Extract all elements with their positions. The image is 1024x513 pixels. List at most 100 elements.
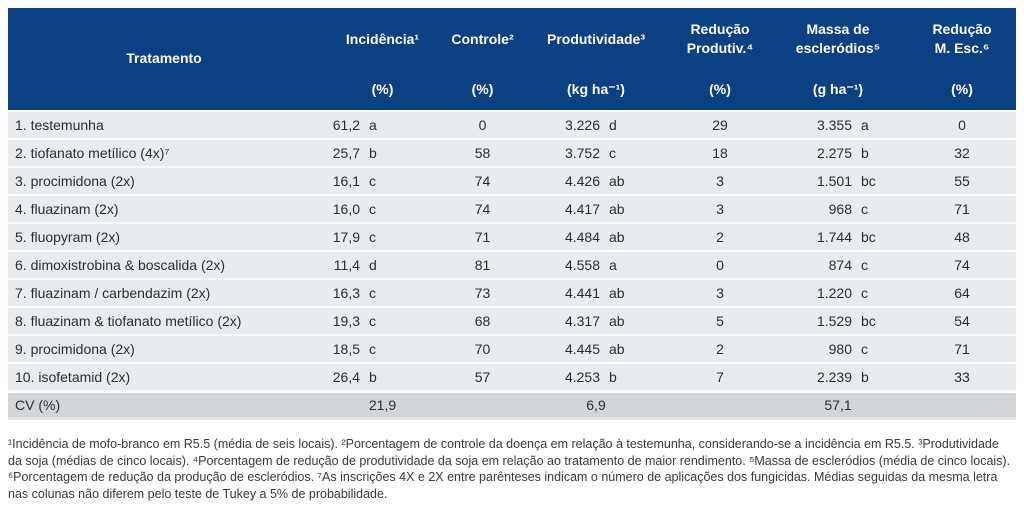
produtividade-cell: 3.752 c [520,145,672,161]
controle-value: 71 [474,229,491,245]
massa-value: 874 [828,257,852,273]
incidencia-value: 11,4 [333,257,360,273]
produtividade-letter: ab [609,229,625,245]
reducao-produtiv-value: 2 [716,229,724,245]
results-table: Tratamento Incidência¹ (%) Controle² (%)… [8,8,1016,420]
cv-row: CV (%) 21,9 6,9 57,1 [8,392,1016,420]
incidencia-value: 17,9 [332,229,360,245]
treatment-name: 6. dimoxistrobina & boscalida (2x) [15,257,226,273]
incidencia-cell: 16,3 c [320,285,445,301]
massa-letter: bc [861,229,876,245]
table-row: 3. procimidona (2x) 16,1 c 74 4.426 ab 3… [8,168,1016,196]
cv-incidencia: 21,9 [368,397,397,413]
produtividade-letter: ab [609,313,625,329]
massa-cell: 968 c [768,201,908,217]
reducao-mesc-value: 33 [954,369,970,385]
produtividade-letter: ab [609,341,625,357]
incidencia-value: 19,3 [332,313,360,329]
massa-value: 1.529 [816,313,852,329]
incidencia-value: 16,3 [332,285,360,301]
massa-letter: b [861,145,869,161]
produtividade-letter: b [609,369,617,385]
incidencia-cell: 61,2 a [320,117,445,133]
massa-letter: bc [861,173,876,189]
header-reducao-produtiv-unit: (%) [709,81,731,97]
massa-letter: c [861,341,868,357]
table-row: 6. dimoxistrobina & boscalida (2x) 11,4 … [8,252,1016,280]
header-incidencia: Incidência¹ (%) [320,19,445,98]
massa-value: 1.744 [816,229,852,245]
incidencia-value: 18,5 [332,341,360,357]
treatment-name: 3. procimidona (2x) [15,173,135,189]
reducao-mesc-value: 32 [954,145,970,161]
controle-value: 58 [474,145,491,161]
produtividade-letter: d [609,117,617,133]
header-produtividade: Produtividade³ (kg ha⁻¹) [520,19,672,98]
header-incidencia-title: Incidência¹ [345,30,420,47]
table-row: 10. isofetamid (2x) 26,4 b 57 4.253 b 7 … [8,364,1016,392]
header-reducao-produtiv: Redução Produtiv.⁴ (%) [672,19,768,97]
header-tratamento-label: Tratamento [126,50,202,66]
massa-value: 2.239 [816,369,852,385]
incidencia-letter: c [369,173,376,189]
header-incidencia-unit: (%) [371,81,394,97]
massa-cell: 3.355 a [768,117,908,133]
table-header: Tratamento Incidência¹ (%) Controle² (%)… [8,8,1016,112]
massa-letter: c [861,201,868,217]
produtividade-cell: 4.253 b [520,369,672,385]
header-reducao-m-esc: Redução M. Esc.⁶ (%) [908,19,1016,97]
incidencia-letter: b [369,369,377,385]
controle-value: 0 [478,117,487,133]
treatment-name: 4. fluazinam (2x) [15,201,119,217]
massa-value: 968 [828,201,852,217]
massa-value: 1.220 [816,285,852,301]
produtividade-value: 4.317 [564,313,600,329]
produtividade-value: 3.752 [564,145,600,161]
table-row: 4. fluazinam (2x) 16,0 c 74 4.417 ab 3 9… [8,196,1016,224]
incidencia-letter: c [369,341,376,357]
produtividade-value: 4.417 [564,201,600,217]
incidencia-value: 61,2 [332,117,360,133]
header-massa-esclerodios-title: Massa de escleródios⁵ [795,21,881,56]
treatment-name: 8. fluazinam & tiofanato metílico (2x) [15,313,242,329]
produtividade-letter: c [609,145,616,161]
header-controle: Controle² (%) [445,19,520,98]
treatment-name: 9. procimidona (2x) [15,341,135,357]
controle-value: 57 [474,369,491,385]
massa-cell: 1.529 bc [768,313,908,329]
table-row: 9. procimidona (2x) 18,5 c 70 4.445 ab 2… [8,336,1016,364]
massa-letter: c [861,257,868,273]
header-reducao-m-esc-title: Redução M. Esc.⁶ [932,21,992,56]
reducao-mesc-value: 74 [954,257,970,273]
incidencia-value: 26,4 [332,369,360,385]
reducao-produtiv-value: 5 [716,313,724,329]
header-reducao-produtiv-title: Redução Produtiv.⁴ [686,21,754,56]
produtividade-letter: ab [609,285,625,301]
incidencia-cell: 25,7 b [320,145,445,161]
reducao-produtiv-value: 29 [712,117,728,133]
treatment-name: 10. isofetamid (2x) [15,369,131,385]
incidencia-value: 16,1 [332,173,360,189]
table-row: 2. tiofanato metílico (4x)⁷ 25,7 b 58 3.… [8,140,1016,168]
cv-label: CV (%) [15,397,61,413]
produtividade-letter: ab [609,201,625,217]
massa-cell: 1.501 bc [768,173,908,189]
incidencia-value: 16,0 [332,201,360,217]
treatment-name: 2. tiofanato metílico (4x)⁷ [15,145,170,161]
reducao-produtiv-value: 3 [716,201,724,217]
controle-value: 74 [474,173,491,189]
treatment-name: 5. fluopyram (2x) [15,229,121,245]
produtividade-value: 4.441 [564,285,600,301]
table-row: 8. fluazinam & tiofanato metílico (2x) 1… [8,308,1016,336]
reducao-produtiv-value: 7 [716,369,724,385]
header-massa-esclerodios-unit: (g ha⁻¹) [812,81,864,97]
header-produtividade-title: Produtividade³ [546,30,645,47]
produtividade-value: 4.445 [564,341,600,357]
incidencia-letter: d [369,257,377,273]
produtividade-value: 4.253 [564,369,600,385]
massa-cell: 980 c [768,341,908,357]
incidencia-cell: 16,1 c [320,173,445,189]
massa-value: 2.275 [816,145,852,161]
header-controle-unit: (%) [471,81,494,97]
cv-massa: 57,1 [824,397,852,413]
